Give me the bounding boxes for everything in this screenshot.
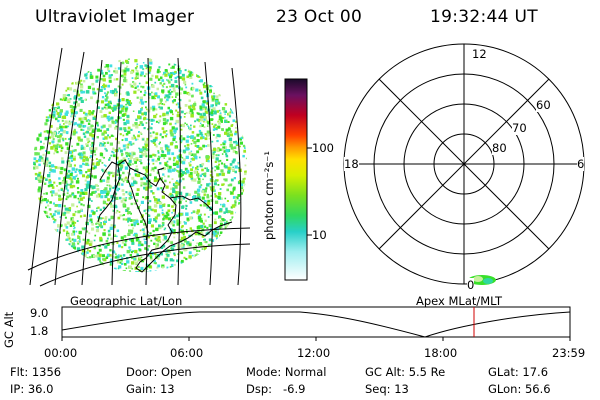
color-bar bbox=[284, 78, 312, 281]
timeline-xtick-0000: 00:00 bbox=[44, 346, 78, 360]
color-bar-tick-10: 10 bbox=[312, 228, 327, 242]
altitude-timeline bbox=[61, 306, 571, 341]
info-ip: IP: 36.0 bbox=[10, 382, 54, 396]
mlt-label-12: 12 bbox=[471, 47, 488, 61]
mlt-label-18: 18 bbox=[344, 157, 359, 171]
uv-emission-speckles bbox=[33, 58, 247, 272]
apex-label: Apex MLat/MLT bbox=[416, 294, 503, 308]
polar-plot bbox=[343, 43, 585, 285]
info-mode: Mode: Normal bbox=[246, 365, 327, 379]
coastline bbox=[97, 159, 233, 273]
time-label: 19:32:44 UT bbox=[430, 7, 538, 27]
info-glat: GLat: 17.6 bbox=[488, 365, 549, 379]
polar-uv-patch bbox=[468, 275, 496, 285]
geographic-grid bbox=[27, 47, 251, 287]
info-gc-alt: GC Alt: 5.5 Re bbox=[365, 365, 446, 379]
timeline-xtick-1200: 12:00 bbox=[297, 346, 331, 360]
info-glon: GLon: 56.6 bbox=[488, 382, 551, 396]
timeline-xtick-2359: 23:59 bbox=[552, 346, 586, 360]
color-bar-unit-label: photon cm⁻²s⁻¹ bbox=[262, 151, 276, 240]
lat-label-80: 80 bbox=[492, 141, 507, 155]
lat-label-70: 70 bbox=[512, 121, 527, 135]
info-dsp: Dsp: -6.9 bbox=[246, 382, 306, 396]
info-flt: Flt: 1356 bbox=[10, 365, 62, 379]
timeline-xtick-0600: 06:00 bbox=[170, 346, 204, 360]
app-title: Ultraviolet Imager bbox=[35, 7, 195, 27]
timeline-ylabel: GC Alt bbox=[2, 311, 16, 348]
timeline-xtick-1800: 18:00 bbox=[424, 346, 458, 360]
timeline-ytick-high: 9.0 bbox=[30, 306, 49, 320]
geographic-label: Geographic Lat/Lon bbox=[70, 294, 183, 308]
lat-label-60: 60 bbox=[536, 98, 551, 112]
date-label: 23 Oct 00 bbox=[276, 7, 363, 27]
color-bar-tick-100: 100 bbox=[312, 141, 334, 155]
mlt-label-0: 0 bbox=[467, 278, 475, 292]
timeline-ytick-low: 1.8 bbox=[30, 324, 49, 338]
mlt-label-6: 6 bbox=[577, 157, 585, 171]
info-door: Door: Open bbox=[126, 365, 192, 379]
info-gain: Gain: 13 bbox=[126, 382, 175, 396]
info-seq: Seq: 13 bbox=[365, 382, 409, 396]
globe-image bbox=[27, 47, 251, 287]
